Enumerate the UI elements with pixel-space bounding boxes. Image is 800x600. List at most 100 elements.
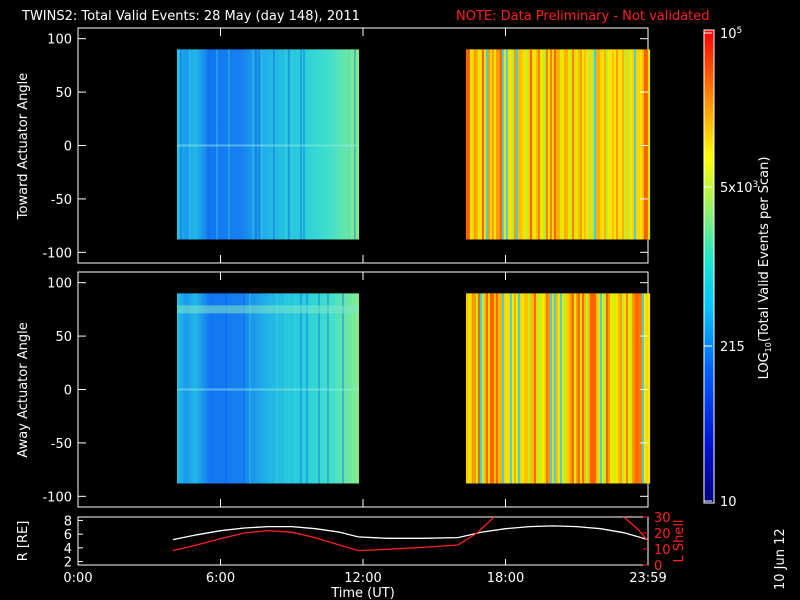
heatmap-stripe	[539, 49, 543, 240]
x-tick-label: 18:00	[487, 571, 524, 586]
heatmap-stripe	[597, 293, 601, 484]
heatmap-stripe	[497, 49, 501, 240]
heatmap-stripe	[625, 293, 629, 484]
heatmap-stripe	[511, 293, 515, 484]
heatmap-stripe	[489, 49, 493, 240]
y-tick-label: -50	[51, 437, 72, 452]
away-y-label: Away Actuator Angle	[16, 322, 31, 457]
heatmap-stripe	[215, 49, 218, 240]
heatmap-stripe	[635, 49, 639, 240]
heatmap-stripe	[523, 49, 527, 240]
heatmap-stripe	[601, 293, 605, 484]
heatmap-stripe	[621, 293, 625, 484]
colorbar	[703, 29, 715, 504]
heatmap-stripe	[645, 49, 649, 240]
heatmap-stripe	[623, 49, 627, 240]
heatmap-stripe	[647, 293, 651, 484]
heatmap-stripe	[607, 293, 611, 484]
heatmap-stripe	[509, 49, 513, 240]
heatmap-stripe	[617, 49, 621, 240]
heatmap-stripe	[519, 293, 523, 484]
heatmap-stripe	[639, 49, 643, 240]
heatmap-stripe	[589, 293, 593, 484]
heatmap-stripe	[563, 293, 567, 484]
heatmap-stripe	[553, 293, 557, 484]
heatmap-stripe	[495, 49, 499, 240]
heatmap-stripe	[537, 49, 541, 240]
heatmap-stripe	[341, 293, 344, 484]
heatmap-stripe	[497, 293, 501, 484]
heatmap-stripe	[275, 293, 278, 484]
orbit-panel-frame	[77, 516, 649, 566]
y-tick-label: -100	[42, 490, 72, 505]
heatmap-stripe	[541, 293, 545, 484]
heatmap-stripe	[471, 49, 475, 240]
heatmap-cell	[176, 49, 360, 240]
heatmap-stripe	[501, 293, 505, 484]
y-tick-label: 0	[64, 140, 72, 155]
heatmap-stripe	[481, 49, 485, 240]
heatmap-stripe	[299, 293, 302, 484]
heatmap-stripe	[593, 49, 597, 240]
heatmap-stripe	[559, 293, 563, 484]
heatmap-stripe	[569, 49, 573, 240]
heatmap-stripe	[311, 293, 314, 484]
heatmap-stripe	[615, 293, 619, 484]
heatmap-stripe	[595, 293, 599, 484]
heatmap-stripe	[242, 293, 245, 484]
heatmap-stripe	[507, 293, 511, 484]
heatmap-stripe	[543, 49, 547, 240]
heatmap-stripe	[643, 293, 647, 484]
y-tick-label: 0	[64, 384, 72, 399]
heatmap-stripe	[224, 293, 227, 484]
heatmap-stripe	[284, 293, 287, 484]
heatmap-stripe	[567, 49, 571, 240]
lshell-tick-label: 20	[654, 527, 671, 542]
r-tick-label: 2	[64, 556, 72, 571]
heatmap-stripe	[299, 49, 302, 240]
heatmap-stripe	[501, 49, 505, 240]
heatmap-stripe	[619, 49, 623, 240]
r-tick-label: 8	[64, 514, 72, 529]
x-axis-label: Time (UT)	[330, 586, 395, 600]
heatmap-stripe	[561, 293, 565, 484]
toward-y-label: Toward Actuator Angle	[16, 73, 31, 220]
heatmap-stripe	[569, 293, 573, 484]
heatmap-stripe	[517, 293, 521, 484]
heatmap-stripe	[535, 293, 539, 484]
heatmap-stripe	[565, 293, 569, 484]
heatmap-stripe	[533, 49, 537, 240]
heatmap-stripe	[645, 293, 649, 484]
heatmap-stripe	[481, 293, 485, 484]
heatmap-stripe	[465, 49, 469, 240]
heatmap-stripe	[587, 49, 591, 240]
heatmap-stripe	[603, 293, 607, 484]
toward-data-block-2	[465, 49, 651, 240]
heatmap-stripe	[314, 49, 317, 240]
heatmap-stripe	[561, 49, 565, 240]
heatmap-stripe	[477, 49, 481, 240]
heatmap-stripe	[473, 49, 477, 240]
heatmap-stripe	[573, 293, 577, 484]
heatmap-stripe	[527, 293, 531, 484]
heatmap-stripe	[521, 49, 525, 240]
heatmap-stripe	[513, 293, 517, 484]
heatmap-stripe	[487, 49, 491, 240]
heatmap-stripe	[551, 293, 555, 484]
heatmap-stripe	[473, 293, 477, 484]
heatmap-stripe	[635, 293, 639, 484]
heatmap-stripe	[332, 293, 335, 484]
heatmap-stripe	[308, 49, 311, 240]
heatmap-stripe	[557, 49, 561, 240]
heatmap-stripe	[491, 49, 495, 240]
heatmap-stripe	[557, 293, 561, 484]
heatmap-stripe	[523, 293, 527, 484]
x-tick-label: 6:00	[206, 571, 235, 586]
heatmap-stripe	[257, 49, 260, 240]
heatmap-stripe	[591, 293, 595, 484]
y-tick-label: 50	[55, 330, 72, 345]
heatmap-stripe	[495, 293, 499, 484]
heatmap-stripe	[499, 49, 503, 240]
heatmap-stripe	[531, 49, 535, 240]
heatmap-stripe	[637, 49, 641, 240]
